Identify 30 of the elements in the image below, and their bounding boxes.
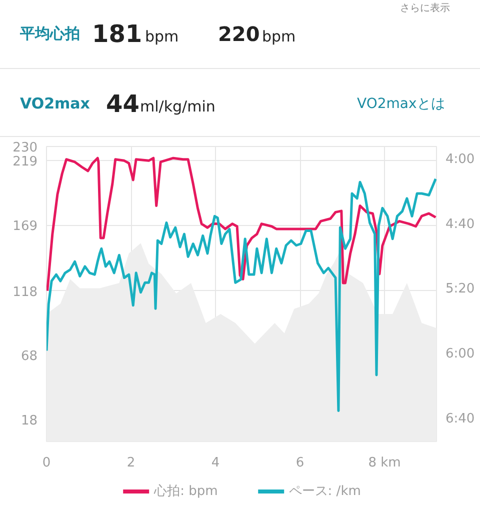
y2-tick-label: 6:40 xyxy=(446,411,475,426)
y2-tick-label: 5:20 xyxy=(446,282,475,297)
text: 44 xyxy=(106,90,140,118)
y-tick-label: 169 xyxy=(12,219,38,234)
y-tick-label: 118 xyxy=(12,284,38,300)
text: ml/kg/min xyxy=(140,98,216,116)
legend-label: ペース: /km xyxy=(288,483,361,500)
x-tick-label: 4 xyxy=(211,456,220,470)
y-tick-label: 68 xyxy=(20,349,38,364)
y-tick-label: 18 xyxy=(20,414,38,429)
y2-tick-label: 4:00 xyxy=(446,152,475,167)
y-tick-label: 230 xyxy=(12,140,38,156)
text: 220 xyxy=(218,22,260,46)
x-tick-label: 0 xyxy=(42,456,51,470)
text: VO2max xyxy=(20,94,90,112)
x-tick-label: 2 xyxy=(126,456,136,470)
x-tick-label: 8 km xyxy=(368,456,401,470)
y2-tick-label: 4:40 xyxy=(446,216,475,232)
text: 平均心拍 xyxy=(20,24,80,42)
text: bpm xyxy=(262,28,296,46)
text: bpm xyxy=(145,28,179,46)
y2-tick-label: 6:00 xyxy=(446,346,475,362)
y-tick-label: 219 xyxy=(12,154,38,170)
text: 181 xyxy=(92,20,142,48)
x-tick-label: 6 xyxy=(296,456,304,470)
line-series xyxy=(46,178,436,412)
text: さらに表示 xyxy=(400,3,450,14)
text: VO2maxとは xyxy=(357,96,445,112)
legend-label: 心拍: bpm xyxy=(154,483,218,500)
line-series xyxy=(46,156,436,292)
